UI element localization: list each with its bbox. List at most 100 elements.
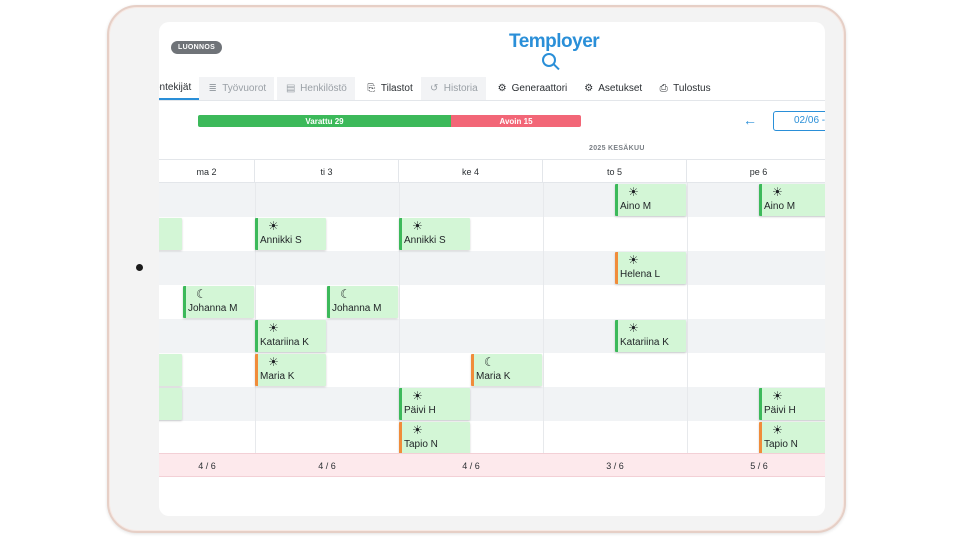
shift-employee-name: Katariina K (620, 337, 669, 348)
shift-card[interactable]: ☾ Johanna M (183, 286, 254, 318)
shift-summary-bar: Varattu 29 Avoin 15 (198, 115, 581, 127)
tab-6[interactable]: ⚙ Asetukset (575, 77, 650, 100)
shift-card[interactable]: ☀ Katariina K (255, 320, 326, 352)
app-screen: LUONNOS Temployer öntekijät ≣ Työvuorot ▤ He… (159, 22, 825, 516)
shift-card[interactable]: ☀ Tapio N (399, 422, 470, 454)
staff-icon: ▤ (285, 83, 296, 94)
clipboard-icon: ⎘ (367, 83, 376, 94)
shift-card[interactable]: ☾ Johanna M (327, 286, 398, 318)
sun-icon: ☀ (412, 389, 423, 403)
tab-label: Henkilöstö (300, 83, 347, 94)
tab-label: Tulostus (673, 83, 711, 94)
day-header: pe 6 (687, 160, 825, 183)
sun-icon: ☀ (268, 321, 279, 335)
shift-card[interactable]: ☀ Helena L (615, 252, 686, 284)
shift-card[interactable]: ☀ Tapio N (759, 422, 825, 454)
sun-icon: ☀ (772, 389, 783, 403)
camera-dot (136, 264, 143, 271)
day-header-row: ma 2 ti 3 ke 4 to 5 pe 6 (159, 159, 825, 183)
shift-card[interactable]: ☀Päivi H (159, 388, 182, 420)
staffing-count-row: 4 / 6 4 / 6 4 / 6 3 / 6 5 / 6 (159, 453, 825, 477)
staffing-count: 4 / 6 (318, 460, 336, 471)
moon-icon: ☾ (196, 287, 207, 301)
shift-employee-name: Annikki S (404, 235, 446, 246)
shift-card[interactable]: ☀ Päivi H (399, 388, 470, 420)
staffing-count: 4 / 6 (198, 460, 216, 471)
tab-5[interactable]: ⚙ Generaattori (489, 77, 576, 100)
logo-magnifier-icon (542, 53, 556, 67)
tab-label: öntekijät (159, 82, 192, 93)
day-header: ke 4 (399, 160, 543, 183)
shift-employee-name: Maria K (476, 371, 511, 382)
shift-employee-name: Tapio N (764, 439, 798, 450)
date-range-picker[interactable]: 02/06 - (773, 111, 825, 131)
staffing-count: 3 / 6 (606, 460, 624, 471)
shift-employee-name: Helena L (620, 269, 661, 280)
shift-card[interactable]: ☀ Maria K (255, 354, 326, 386)
shift-employee-name: Katariina K (260, 337, 309, 348)
tab-3[interactable]: ⎘ Tilastot (358, 77, 421, 100)
sun-icon: ☀ (628, 185, 639, 199)
employee-row (159, 421, 825, 455)
shift-employee-name: Tapio N (404, 439, 438, 450)
generator-icon: ⚙ (497, 83, 507, 94)
sun-icon: ☀ (412, 423, 423, 437)
sun-icon: ☀ (412, 219, 423, 233)
tab-4[interactable]: ↺ Historia (420, 77, 486, 100)
sun-icon: ☀ (268, 219, 279, 233)
shift-employee-name: Aino M (764, 201, 796, 212)
status-badge: LUONNOS (171, 41, 223, 54)
main-tabs: öntekijät ≣ Työvuorot ▤ Henkilöstö ⎘ Tilastot ↺… (159, 77, 825, 101)
tab-label: Generaattori (511, 83, 568, 94)
shift-card[interactable]: ☀ Aino M (759, 184, 825, 216)
tab-7[interactable]: ⎙ Tulostus (650, 77, 718, 100)
open-bar: Avoin 15 (451, 115, 581, 127)
shift-employee-name: Maria K (260, 371, 295, 382)
tab-1[interactable]: ≣ Työvuorot (199, 77, 275, 100)
staffing-count: 4 / 6 (462, 460, 480, 471)
history-icon: ↺ (430, 83, 439, 94)
tab-0[interactable]: öntekijät (159, 77, 200, 100)
month-label: 2025 KESÄKUU (589, 145, 645, 152)
employee-row (159, 387, 825, 421)
shift-card[interactable]: ☀ Aino M (615, 184, 686, 216)
sun-icon: ☀ (628, 321, 639, 335)
list-icon: ≣ (208, 83, 217, 94)
sun-icon: ☀ (628, 253, 639, 267)
column-divider (543, 183, 544, 477)
shift-card[interactable]: ☀ Annikki S (399, 218, 470, 250)
sun-icon: ☀ (772, 185, 783, 199)
column-divider (687, 183, 688, 477)
day-header: ti 3 (255, 160, 399, 183)
shift-employee-name: Johanna M (332, 303, 382, 314)
sun-icon: ☀ (268, 355, 279, 369)
shift-card[interactable]: ☀ Päivi H (759, 388, 825, 420)
staffing-count: 5 / 6 (750, 460, 768, 471)
tab-2[interactable]: ▤ Henkilöstö (277, 77, 355, 100)
employee-row (159, 251, 825, 285)
tab-label: Työvuorot (222, 83, 267, 94)
employee-row (159, 183, 825, 217)
shift-employee-name: Annikki S (260, 235, 302, 246)
tab-label: Historia (443, 83, 478, 94)
sun-icon: ☀ (772, 423, 783, 437)
shift-employee-name: Päivi H (764, 405, 796, 416)
employee-row (159, 285, 825, 319)
column-divider (399, 183, 400, 477)
moon-icon: ☾ (484, 355, 495, 369)
shift-employee-name: Päivi H (404, 405, 436, 416)
shift-card[interactable]: ☀ Katariina K (615, 320, 686, 352)
reserved-bar: Varattu 29 (198, 115, 451, 127)
shift-employee-name: Johanna M (188, 303, 238, 314)
tab-label: Asetukset (598, 83, 643, 94)
previous-week-arrow-icon[interactable]: ← (743, 112, 757, 128)
shift-card[interactable]: ☀Maria K (159, 354, 182, 386)
shift-card[interactable]: ☾ Maria K (471, 354, 542, 386)
shift-card[interactable]: ☀Annikki S (159, 218, 182, 250)
gear-icon: ⚙ (584, 83, 594, 94)
day-header: to 5 (543, 160, 687, 183)
app-logo: Temployer (509, 31, 600, 52)
shift-card[interactable]: ☀ Annikki S (255, 218, 326, 250)
moon-icon: ☾ (340, 287, 351, 301)
tab-label: Tilastot (380, 83, 413, 94)
